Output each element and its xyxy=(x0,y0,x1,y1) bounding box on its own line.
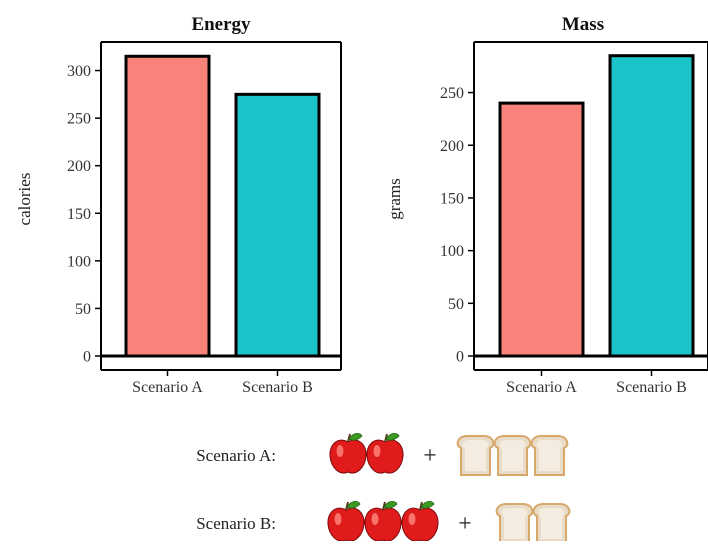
y-tick-label: 200 xyxy=(67,158,91,175)
y-tick-label: 150 xyxy=(440,190,464,207)
plus-sign: + xyxy=(423,443,437,469)
scenario-label: Scenario B: xyxy=(196,514,276,533)
bread-crumb xyxy=(462,440,489,471)
y-tick-label: 150 xyxy=(67,206,91,223)
apple-leaf xyxy=(385,432,400,441)
y-tick-label: 300 xyxy=(67,63,91,80)
apple-icon xyxy=(401,500,439,542)
y-tick-label: 250 xyxy=(67,111,91,128)
y-axis-label: grams xyxy=(385,178,404,220)
apple-highlight xyxy=(408,513,416,525)
apple-icon xyxy=(327,500,365,542)
apple-stem xyxy=(347,433,351,443)
apple-body xyxy=(329,439,367,474)
mass-chart: Mass grams 0 50 100 150 200 250 Scenario A Scenar… xyxy=(385,14,708,396)
y-tick-label: 250 xyxy=(440,85,464,102)
chart-title: Energy xyxy=(191,14,251,35)
apple-leaf xyxy=(420,500,435,509)
bread-slice-icon xyxy=(530,435,569,476)
scenario-row: Scenario B: + xyxy=(196,500,571,544)
apple-stem xyxy=(419,501,423,511)
apple-highlight xyxy=(334,513,342,525)
x-tick-label: Scenario A xyxy=(132,379,203,396)
bar-scenario-a xyxy=(498,101,585,358)
bread-crumb xyxy=(538,508,565,539)
x-tick-label: Scenario B xyxy=(242,379,313,396)
y-tick-label: 100 xyxy=(440,243,464,260)
y-tick-label: 50 xyxy=(448,296,464,313)
y-tick-label: 0 xyxy=(83,349,91,366)
bar-scenario-a xyxy=(124,54,211,358)
scenario-legend: Scenario A: + Scenario B: + xyxy=(196,432,571,544)
y-tick-label: 200 xyxy=(440,138,464,155)
apple-highlight xyxy=(373,445,381,457)
x-tick-label: Scenario B xyxy=(616,379,687,396)
apple-body xyxy=(401,507,439,542)
y-tick-label: 0 xyxy=(456,349,464,366)
apple-icon xyxy=(329,432,367,474)
apple-body xyxy=(364,507,402,542)
y-axis-label: calories xyxy=(15,173,34,226)
bread-slice-icon xyxy=(532,503,571,544)
apple-leaf xyxy=(346,500,361,509)
bread-crumb xyxy=(536,440,563,471)
apple-stem xyxy=(382,501,386,511)
chart-title: Mass xyxy=(562,14,604,35)
bread-slice-icon xyxy=(495,503,534,544)
x-tick-label: Scenario A xyxy=(506,379,577,396)
apple-icon xyxy=(366,432,404,474)
apple-highlight xyxy=(371,513,379,525)
scenario-row: Scenario A: + xyxy=(196,432,569,476)
energy-chart: Energy calories 0 50 100 150 200 250 300 Scenario… xyxy=(15,14,342,396)
scenario-label: Scenario A: xyxy=(196,446,276,465)
apple-leaf xyxy=(383,500,398,509)
apple-leaf xyxy=(348,432,363,441)
bread-slice-icon xyxy=(456,435,495,476)
y-tick-label: 100 xyxy=(67,253,91,270)
apple-stem xyxy=(384,433,388,443)
bar-scenario-b xyxy=(234,92,321,358)
apple-body xyxy=(366,439,404,474)
bread-slice-icon xyxy=(493,435,532,476)
apple-stem xyxy=(345,501,349,511)
apple-icon xyxy=(364,500,402,542)
plus-sign: + xyxy=(458,511,472,537)
bar-scenario-b xyxy=(608,54,695,358)
bread-crumb xyxy=(499,440,526,471)
y-tick-label: 50 xyxy=(75,301,91,318)
bread-crumb xyxy=(501,508,528,539)
apple-highlight xyxy=(336,445,344,457)
apple-body xyxy=(327,507,365,542)
